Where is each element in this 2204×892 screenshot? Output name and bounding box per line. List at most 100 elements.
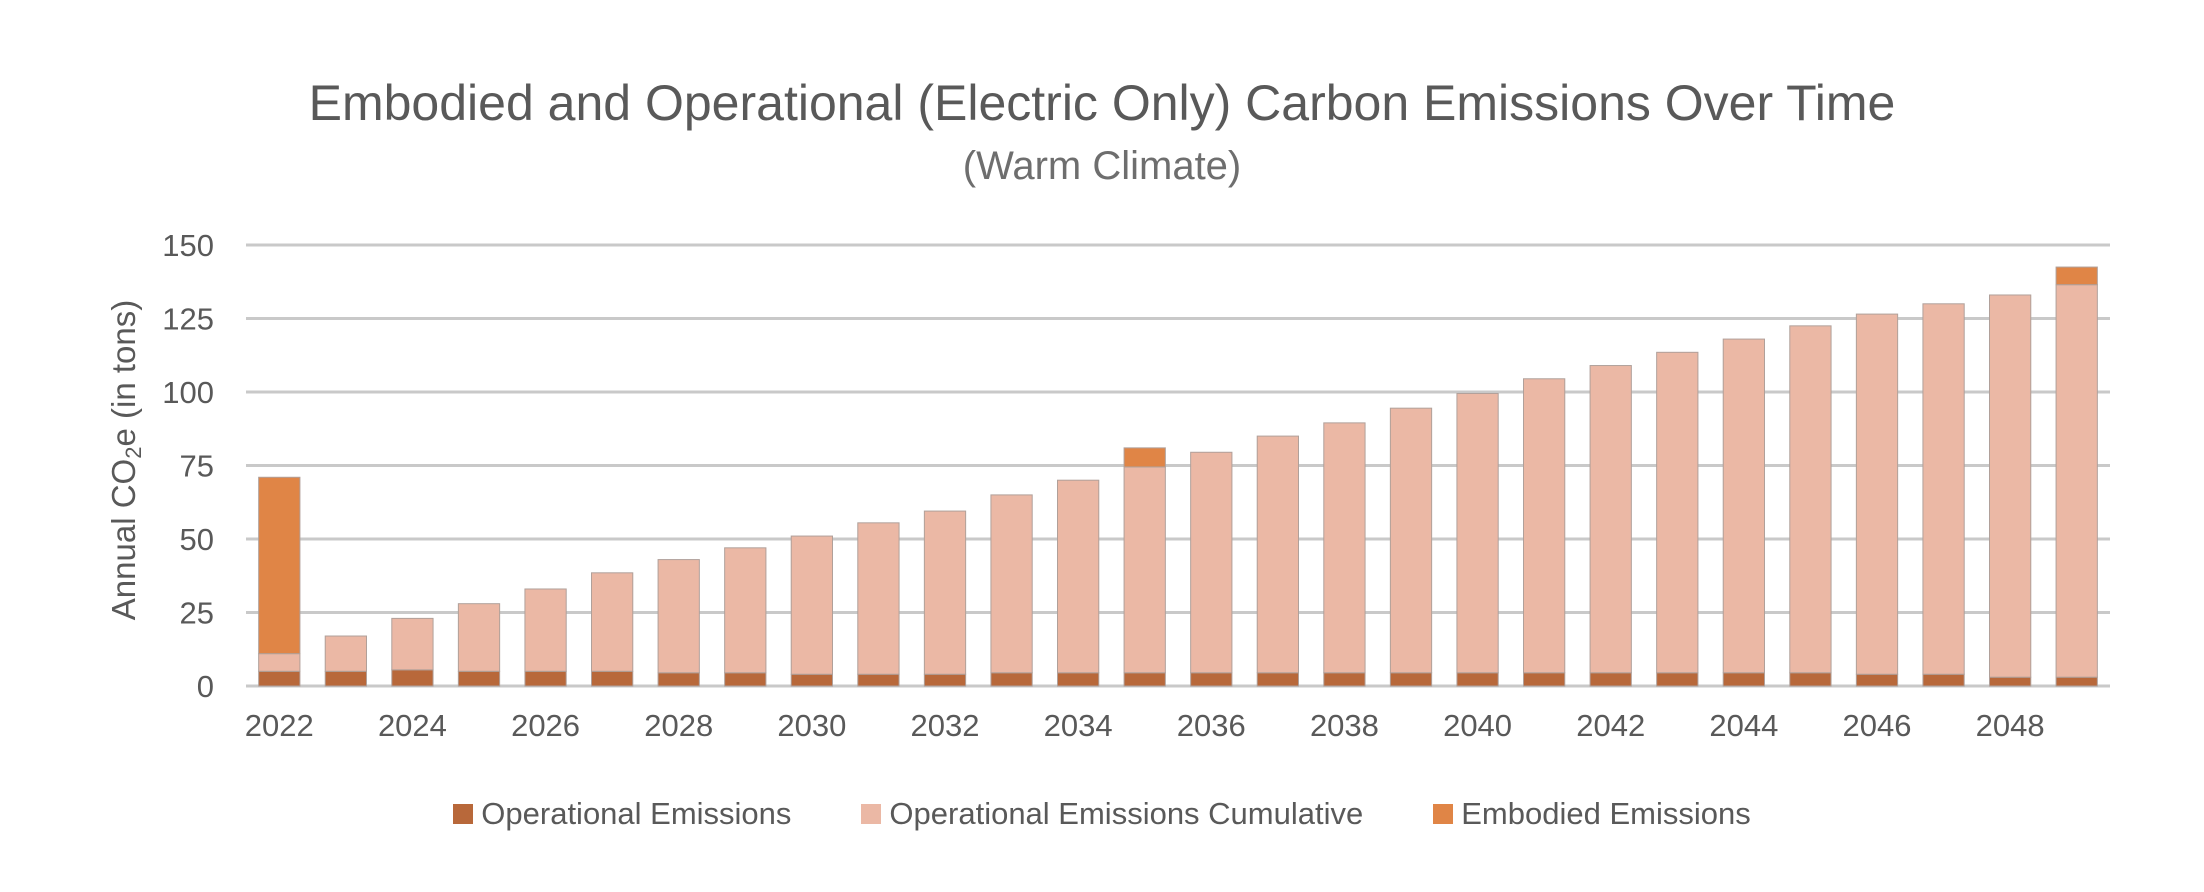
x-tick-label: 2044: [1709, 708, 1778, 743]
bar-cumulative-2048: [1989, 294, 2032, 678]
x-tick-label: 2026: [511, 708, 580, 743]
bar-operational-2030: [790, 673, 833, 687]
bar-stack-2049: [2055, 266, 2098, 687]
legend-label-embodied: Embodied Emissions: [1461, 796, 1751, 831]
bar-cumulative-2034: [1057, 479, 1100, 674]
bar-operational-2043: [1656, 672, 1699, 687]
bar-stack-2039: [1389, 407, 1433, 687]
x-tick-label: 2042: [1576, 708, 1645, 743]
bar-operational-2026: [524, 670, 567, 687]
legend-label-operational: Operational Emissions: [481, 796, 792, 831]
bar-operational-2037: [1256, 672, 1299, 687]
bar-operational-2036: [1190, 672, 1233, 687]
bar-cumulative-2047: [1922, 303, 1965, 675]
bar-cumulative-2045: [1789, 325, 1832, 674]
bar-cumulative-2038: [1323, 422, 1366, 674]
bar-operational-2033: [990, 672, 1033, 687]
bar-stack-2044: [1722, 338, 1765, 687]
bar-stack-2046: [1855, 313, 1899, 687]
bar-operational-2028: [657, 672, 700, 687]
bar-cumulative-2041: [1523, 378, 1566, 674]
bar-cumulative-2030: [790, 535, 833, 675]
bar-cumulative-2029: [724, 547, 767, 674]
bar-stack-2043: [1656, 351, 1699, 687]
bar-stack-2037: [1256, 435, 1299, 687]
x-tick-labels: 2022 2024 2026 2028 2030 2032 2034 2036 2038 2040…: [245, 708, 2045, 743]
y-tick-label: 25: [180, 596, 214, 631]
y-tick-label: 125: [162, 302, 214, 337]
bar-operational-2023: [324, 670, 367, 687]
bar-cumulative-2031: [857, 522, 900, 675]
bar-cumulative-2022: [258, 653, 301, 672]
bar-stack-2034: [1057, 479, 1100, 687]
bar-cumulative-2032: [923, 510, 967, 675]
bar-cumulative-2023: [324, 635, 367, 672]
legend-swatch-embodied: [1433, 804, 1454, 824]
bar-cumulative-2025: [457, 603, 501, 672]
bar-cumulative-2035: [1123, 466, 1166, 674]
bar-operational-2044: [1722, 672, 1765, 687]
bar-cumulative-2043: [1656, 351, 1699, 674]
bar-stack-2033: [990, 494, 1033, 687]
x-tick-label: 2040: [1443, 708, 1512, 743]
bar-cumulative-2028: [657, 559, 700, 674]
bar-operational-2048: [1989, 676, 2032, 687]
bar-operational-2029: [724, 672, 767, 687]
legend-swatch-cumulative: [861, 804, 882, 824]
bar-cumulative-2037: [1256, 435, 1299, 674]
bar-cumulative-2046: [1855, 313, 1899, 675]
x-tick-label: 2028: [644, 708, 713, 743]
bar-operational-2035: [1123, 672, 1166, 687]
chart-title: Embodied and Operational (Electric Only)…: [308, 75, 1896, 131]
x-tick-label: 2036: [1177, 708, 1246, 743]
bar-cumulative-2036: [1190, 451, 1233, 674]
bar-stack-2022: [258, 476, 301, 687]
bar-stack-2038: [1323, 422, 1366, 687]
y-tick-label: 0: [197, 669, 214, 704]
bar-stack-2028: [657, 559, 700, 687]
bar-stack-2025: [457, 603, 501, 687]
bar-stack-2029: [724, 547, 767, 687]
bar-stack-2032: [923, 510, 967, 687]
legend-item-embodied: Embodied Emissions: [1433, 796, 1751, 832]
x-tick-label: 2038: [1310, 708, 1379, 743]
bar-stack-2047: [1922, 303, 1965, 687]
bar-stack-2031: [857, 522, 900, 687]
bar-operational-2025: [457, 670, 501, 687]
bars: [258, 266, 2098, 687]
bar-cumulative-2042: [1589, 365, 1632, 674]
legend-item-operational: Operational Emissions: [453, 796, 791, 832]
bar-operational-2045: [1789, 672, 1832, 687]
y-tick-labels: 0 25 50 75 100 125 150: [162, 228, 214, 704]
bar-cumulative-2033: [990, 494, 1033, 674]
bar-operational-2022: [258, 670, 301, 687]
bar-operational-2039: [1389, 672, 1433, 687]
x-tick-label: 2046: [1843, 708, 1912, 743]
bar-operational-2047: [1922, 673, 1965, 687]
bar-embodied-2035: [1123, 447, 1166, 468]
bar-embodied-2049: [2055, 266, 2098, 286]
bar-stack-2026: [524, 588, 567, 687]
bar-cumulative-2040: [1456, 392, 1499, 674]
y-tick-label: 50: [180, 522, 214, 557]
legend: Operational Emissions Operational Emissi…: [0, 796, 2204, 832]
bar-stack-2030: [790, 535, 833, 687]
bar-cumulative-2049: [2055, 284, 2098, 678]
bar-stack-2024: [391, 617, 434, 687]
bar-cumulative-2044: [1722, 338, 1765, 674]
bar-cumulative-2024: [391, 617, 434, 671]
x-tick-label: 2048: [1976, 708, 2045, 743]
bar-operational-2040: [1456, 672, 1499, 687]
bar-embodied-2022: [258, 476, 301, 655]
bar-cumulative-2026: [524, 588, 567, 672]
bar-operational-2049: [2055, 676, 2098, 687]
bar-operational-2031: [857, 673, 900, 687]
legend-item-cumulative: Operational Emissions Cumulative: [861, 796, 1363, 832]
bar-operational-2024: [391, 669, 434, 687]
y-tick-label: 75: [180, 449, 214, 484]
bar-operational-2042: [1589, 672, 1632, 687]
x-tick-label: 2022: [245, 708, 314, 743]
bar-cumulative-2039: [1389, 407, 1433, 674]
